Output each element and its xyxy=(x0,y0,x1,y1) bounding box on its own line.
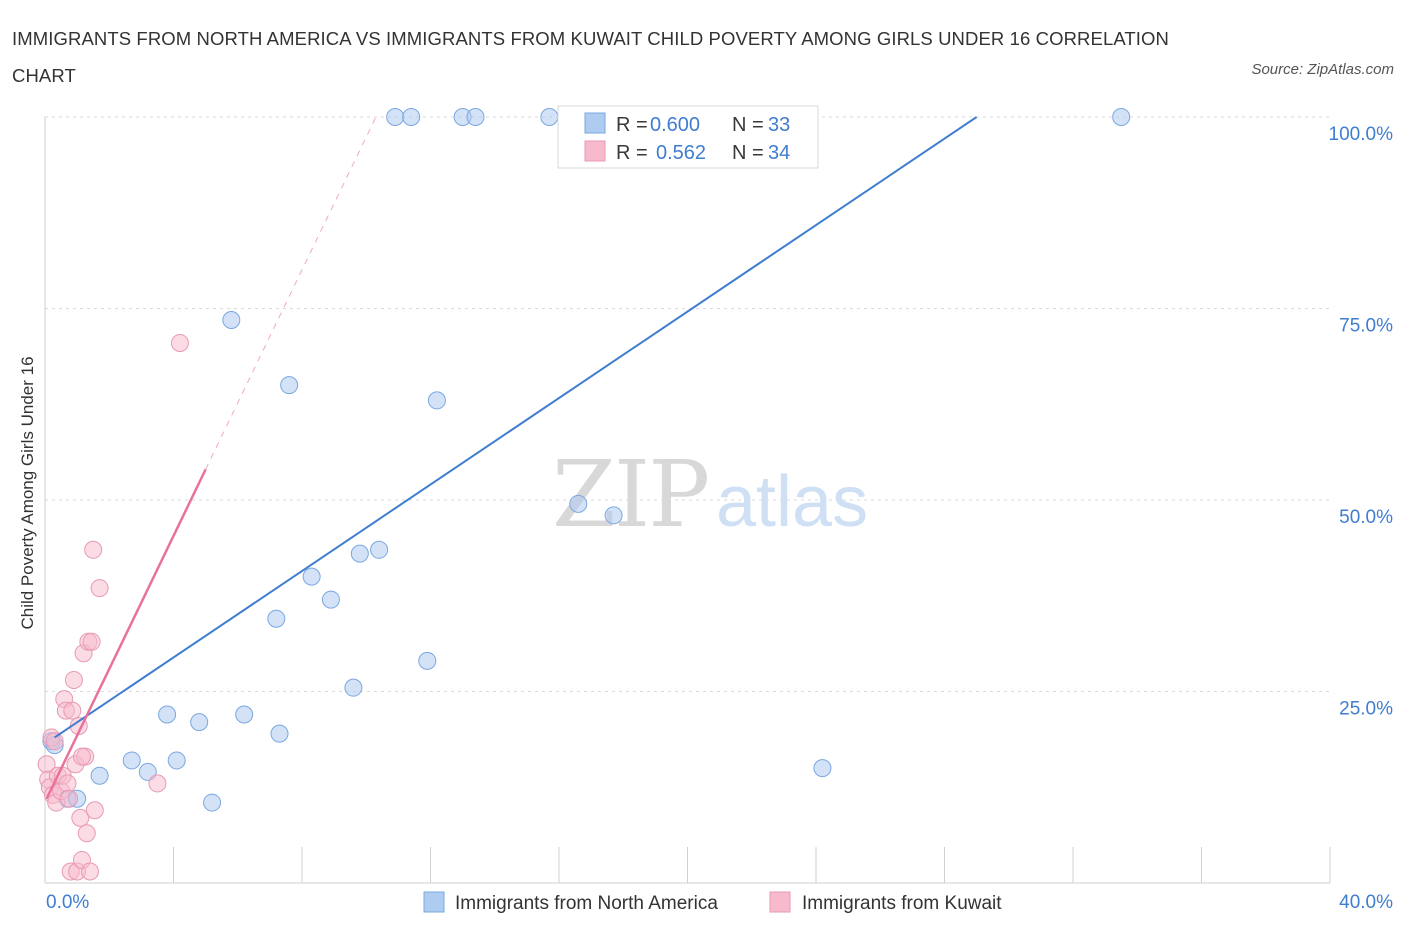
point-kuwait xyxy=(71,808,90,827)
x-tick-label-min: 0.0% xyxy=(46,892,89,913)
point-kuwait xyxy=(148,774,167,793)
n-label-1: N = xyxy=(732,114,764,136)
bottom-legend: Immigrants from North America Immigrants… xyxy=(423,891,1002,914)
point-north-america xyxy=(386,108,405,126)
point-kuwait xyxy=(90,579,109,598)
bottom-legend-swatch-kuwait xyxy=(769,891,791,913)
point-kuwait xyxy=(64,671,83,690)
bottom-legend-north-america: Immigrants from North America xyxy=(455,893,718,914)
point-north-america xyxy=(402,108,421,126)
point-north-america xyxy=(158,705,177,724)
point-kuwait xyxy=(77,824,96,843)
point-north-america xyxy=(222,310,241,329)
trendline-north-america xyxy=(54,116,978,739)
point-kuwait xyxy=(72,747,91,766)
point-north-america xyxy=(302,567,321,586)
point-north-america xyxy=(418,651,437,670)
r-value-2: 0.562 xyxy=(656,142,706,164)
trend-layer xyxy=(45,116,978,800)
point-north-america xyxy=(427,391,446,410)
point-north-america xyxy=(235,705,254,724)
trendline-kuwait-extension xyxy=(205,116,377,470)
point-north-america xyxy=(280,376,299,395)
point-north-america xyxy=(813,759,832,778)
point-kuwait xyxy=(84,540,103,559)
r-label-2: R = xyxy=(616,142,648,164)
watermark-atlas: atlas xyxy=(716,462,868,542)
point-north-america xyxy=(466,108,485,126)
axis-layer: 100.0% 75.0% 50.0% 25.0% 0.0% 40.0% xyxy=(44,117,1394,913)
grid-layer xyxy=(45,116,1330,692)
bottom-legend-kuwait: Immigrants from Kuwait xyxy=(802,893,1002,914)
watermark: ZIP atlas xyxy=(552,441,868,548)
trendline-kuwait xyxy=(45,468,207,800)
point-kuwait xyxy=(80,862,99,881)
n-value-2: 34 xyxy=(768,142,790,164)
y-tick-label: 25.0% xyxy=(1339,699,1393,720)
legend-swatch-north-america xyxy=(584,112,606,134)
y-tick-label: 50.0% xyxy=(1339,507,1393,528)
point-north-america xyxy=(90,766,109,785)
point-north-america xyxy=(203,793,222,812)
point-north-america xyxy=(344,678,363,697)
point-north-america xyxy=(540,108,559,126)
point-kuwait xyxy=(58,774,77,793)
point-kuwait xyxy=(85,801,104,820)
point-north-america xyxy=(190,713,209,732)
point-kuwait xyxy=(63,701,82,720)
point-north-america xyxy=(350,544,369,563)
source-label: Source: ZipAtlas.com xyxy=(1251,61,1394,78)
point-north-america xyxy=(138,762,157,781)
point-north-america xyxy=(122,751,141,770)
x-tick-label-max: 40.0% xyxy=(1339,892,1393,913)
r-label-1: R = xyxy=(616,114,648,136)
points-layer xyxy=(37,108,1131,881)
point-north-america xyxy=(604,506,623,525)
point-north-america xyxy=(1112,108,1131,126)
point-north-america xyxy=(270,724,289,743)
point-north-america xyxy=(321,590,340,609)
point-north-america xyxy=(569,494,588,513)
point-kuwait xyxy=(60,789,79,808)
n-value-1: 33 xyxy=(768,114,790,136)
point-kuwait xyxy=(82,632,101,651)
point-north-america xyxy=(167,751,186,770)
r-value-1: 0.600 xyxy=(650,114,700,136)
y-tick-label: 100.0% xyxy=(1329,124,1394,145)
n-label-2: N = xyxy=(732,142,764,164)
point-kuwait xyxy=(45,732,64,751)
point-north-america xyxy=(267,609,286,628)
correlation-legend: R = 0.600 N = 33 R = 0.562 N = 34 xyxy=(557,105,819,169)
watermark-zip: ZIP xyxy=(552,441,708,548)
point-north-america xyxy=(370,540,389,559)
y-tick-label: 75.0% xyxy=(1339,316,1393,337)
legend-swatch-kuwait xyxy=(584,140,606,162)
point-kuwait xyxy=(170,333,189,352)
bottom-legend-swatch-north-america xyxy=(423,891,445,913)
chart-title: IMMIGRANTS FROM NORTH AMERICA VS IMMIGRA… xyxy=(12,28,1169,86)
